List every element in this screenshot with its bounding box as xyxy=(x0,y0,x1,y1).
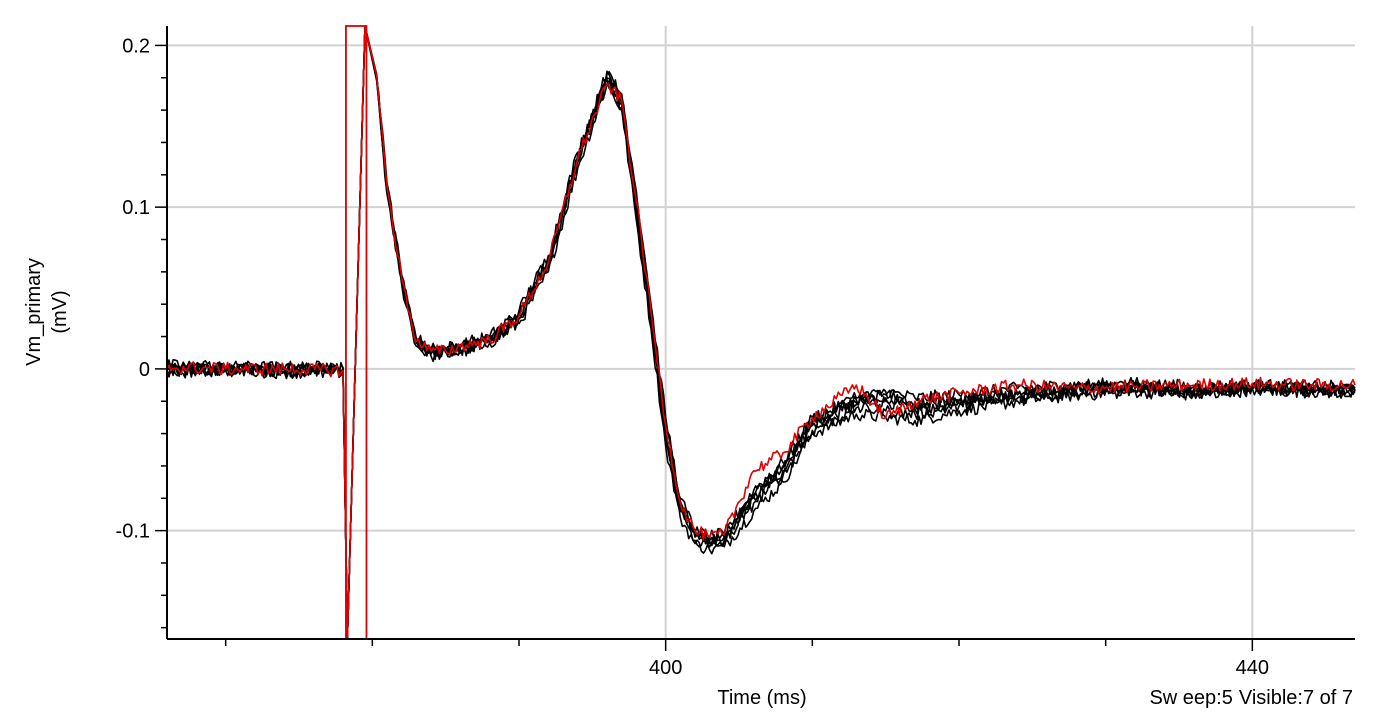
sweep-trace-highlighted[interactable] xyxy=(166,25,1356,640)
y-tick-label: 0 xyxy=(139,359,150,381)
y-axis-unit: (mV) xyxy=(49,290,71,333)
x-tick-label: 440 xyxy=(1236,657,1269,679)
y-axis-title: Vm_primary xyxy=(23,258,45,366)
visible-label: Visible:7 of 7 xyxy=(1239,687,1353,709)
y-tick-label: -0.1 xyxy=(116,521,150,543)
status-readout: Sw eep:5 Visible:7 of 7 xyxy=(1149,687,1353,709)
y-tick-label: 0.1 xyxy=(122,197,150,219)
y-tick-label: 0.2 xyxy=(122,35,150,57)
sweep-label: Sw eep:5 xyxy=(1149,687,1232,709)
x-axis-title: Time (ms) xyxy=(717,687,806,709)
axes: -0.1 0 0.1 0.2 400 440 xyxy=(116,26,1355,679)
sweep-traces[interactable] xyxy=(166,25,1356,640)
x-tick-label: 400 xyxy=(649,657,682,679)
sweep-trace[interactable] xyxy=(166,25,1356,640)
